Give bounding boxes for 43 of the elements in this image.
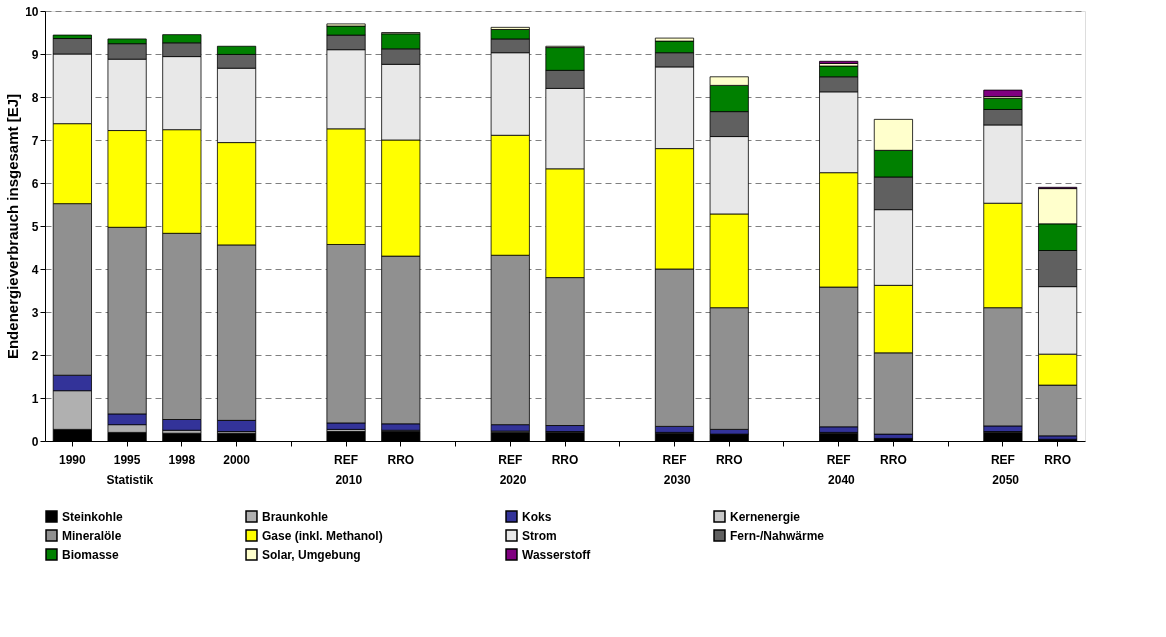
legend-label: Steinkohle bbox=[62, 509, 124, 524]
y-tick-label: 5 bbox=[31, 219, 39, 234]
legend-label: Strom bbox=[522, 528, 557, 543]
x-tick-label: REF bbox=[826, 452, 851, 467]
y-tick-label: 9 bbox=[31, 47, 39, 62]
legend-label: Wasserstoff bbox=[522, 547, 592, 562]
x-tick-label: RRO bbox=[551, 452, 579, 467]
legend-label: Braunkohle bbox=[262, 509, 329, 524]
legend-label: Fern-/Nahwärme bbox=[730, 528, 825, 543]
x-tick-label: RRO bbox=[387, 452, 415, 467]
y-tick-label: 1 bbox=[31, 391, 39, 406]
x-tick-label: REF bbox=[334, 452, 359, 467]
legend-label: Solar, Umgebung bbox=[262, 547, 361, 562]
x-tick-label: RRO bbox=[1044, 452, 1071, 467]
x-tick-label: RRO bbox=[880, 452, 907, 467]
text: 2010 bbox=[335, 473, 363, 487]
legend-label: Kernenergie bbox=[730, 509, 801, 524]
x-tick-label: RRO bbox=[715, 452, 743, 467]
x-tick-label: 1995 bbox=[113, 452, 141, 467]
y-tick-label: 8 bbox=[31, 90, 39, 105]
legend-label: Gase (inkl. Methanol) bbox=[262, 528, 383, 543]
y-tick-label: 10 bbox=[25, 4, 39, 19]
y-tick-label: 0 bbox=[31, 434, 39, 449]
y-tick-label: 2 bbox=[31, 348, 39, 363]
y-tick-label: 7 bbox=[31, 133, 39, 148]
text: Statistik bbox=[106, 473, 154, 487]
text: 2050 bbox=[992, 473, 1020, 487]
y-tick-label: 3 bbox=[31, 305, 39, 320]
x-tick-label: REF bbox=[990, 452, 1015, 467]
y-tick-label: 6 bbox=[31, 176, 39, 191]
y-tick-label: 4 bbox=[31, 262, 39, 277]
x-tick-label: 1998 bbox=[168, 452, 196, 467]
legend-label: Biomasse bbox=[62, 547, 120, 562]
x-tick-label: REF bbox=[662, 452, 687, 467]
x-tick-label: REF bbox=[498, 452, 523, 467]
legend-label: Mineralöle bbox=[62, 528, 122, 543]
text: 2040 bbox=[828, 473, 856, 487]
y-axis-title: Endenergieverbrauch insgesamt [EJ] bbox=[4, 93, 22, 360]
legend-label: Koks bbox=[522, 509, 552, 524]
x-tick-label: 2000 bbox=[223, 452, 251, 467]
text: 2030 bbox=[663, 473, 691, 487]
text: 2020 bbox=[499, 473, 527, 487]
x-tick-label: 1990 bbox=[59, 452, 87, 467]
